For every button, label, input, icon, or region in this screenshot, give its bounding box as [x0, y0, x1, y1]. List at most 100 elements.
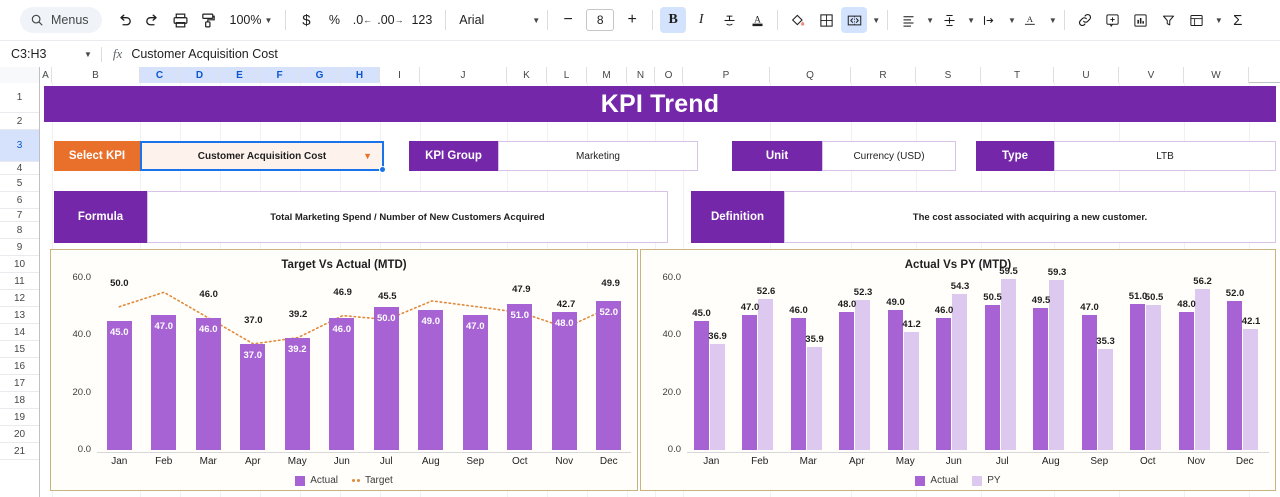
row-header-7[interactable]: 7 — [0, 209, 39, 222]
row-header-17[interactable]: 17 — [0, 375, 39, 392]
zoom-control[interactable]: 100% ▼ — [224, 7, 279, 33]
font-size-input[interactable]: 8 — [586, 9, 615, 31]
legend-item-actual[interactable]: Actual — [915, 475, 958, 486]
strikethrough-icon[interactable] — [716, 7, 742, 33]
bold-button[interactable]: B — [660, 7, 687, 33]
comment-icon[interactable] — [1100, 7, 1126, 33]
row-header-11[interactable]: 11 — [0, 273, 39, 290]
increase-font-size-button[interactable]: + — [627, 11, 637, 28]
column-header-d[interactable]: D — [180, 67, 220, 83]
row-header-19[interactable]: 19 — [0, 409, 39, 426]
select-kpi-dropdown[interactable]: Customer Acquisition Cost ▼ — [140, 141, 386, 173]
row-header-1[interactable]: 1 — [0, 83, 39, 113]
chevron-down-icon[interactable]: ▼ — [926, 15, 935, 25]
column-header-v[interactable]: V — [1119, 67, 1184, 83]
chevron-down-icon[interactable]: ▼ — [872, 15, 881, 25]
chevron-down-icon[interactable]: ▼ — [967, 15, 975, 25]
selection-handle[interactable] — [379, 166, 386, 173]
column-header-n[interactable]: N — [627, 67, 655, 83]
column-header-s[interactable]: S — [916, 67, 981, 83]
number-format-button[interactable]: 123 — [411, 13, 433, 27]
menus-button[interactable]: Menus — [20, 7, 102, 33]
italic-button[interactable]: I — [698, 12, 704, 27]
bar-data-label: 56.2 — [1193, 275, 1212, 287]
column-header-l[interactable]: L — [547, 67, 587, 83]
fill-color-icon[interactable] — [785, 7, 811, 33]
column-header-j[interactable]: J — [420, 67, 507, 83]
functions-icon[interactable] — [1184, 7, 1210, 33]
vertical-align-icon[interactable] — [936, 7, 962, 33]
legend-item-actual[interactable]: Actual — [295, 475, 338, 486]
column-header-m[interactable]: M — [587, 67, 627, 83]
row-header-15[interactable]: 15 — [0, 341, 39, 358]
text-wrap-icon[interactable] — [977, 7, 1003, 33]
column-header-u[interactable]: U — [1054, 67, 1119, 83]
column-header-e[interactable]: E — [220, 67, 260, 83]
decrease-decimal-button[interactable]: .0 ← — [352, 13, 373, 27]
chevron-down-icon[interactable]: ▼ — [532, 15, 541, 25]
legend-item-py[interactable]: PY — [972, 475, 1001, 486]
insert-chart-icon[interactable] — [1128, 7, 1154, 33]
column-header-b[interactable]: B — [52, 67, 140, 83]
redo-icon[interactable] — [140, 7, 166, 33]
row-header-8[interactable]: 8 — [0, 222, 39, 239]
column-header-i[interactable]: I — [380, 67, 420, 83]
percent-format-button[interactable]: % — [328, 13, 340, 27]
column-header-h[interactable]: H — [340, 67, 380, 83]
column-header-a[interactable]: A — [40, 67, 52, 83]
chevron-down-icon[interactable]: ▼ — [363, 151, 372, 161]
select-all-corner[interactable] — [0, 67, 40, 83]
row-header-21[interactable]: 21 — [0, 443, 39, 460]
chart-actual-vs-py[interactable]: Actual Vs PY (MTD) 60.0 40.0 20.0 0.0 45.0 3… — [640, 249, 1276, 491]
increase-decimal-button[interactable]: .00 → — [377, 13, 404, 27]
sheet-canvas[interactable]: KPI Trend Select KPI Customer Acquisitio… — [40, 83, 1280, 497]
row-header-3[interactable]: 3 — [0, 130, 39, 162]
chart-legend-right[interactable]: Actual PY — [641, 475, 1275, 486]
row-header-20[interactable]: 20 — [0, 426, 39, 443]
name-box[interactable]: C3:H3 — [11, 47, 47, 61]
currency-format-button[interactable]: $ — [302, 11, 311, 29]
row-header-10[interactable]: 10 — [0, 256, 39, 273]
sum-button[interactable]: Σ — [1233, 11, 1243, 29]
text-color-button[interactable]: A — [744, 7, 770, 33]
merge-cells-icon[interactable] — [841, 7, 868, 33]
column-header-w[interactable]: W — [1184, 67, 1249, 83]
filter-icon[interactable] — [1156, 7, 1182, 33]
row-header-12[interactable]: 12 — [0, 290, 39, 307]
link-icon[interactable] — [1072, 7, 1098, 33]
legend-item-target[interactable]: Target — [352, 475, 393, 486]
row-header-18[interactable]: 18 — [0, 392, 39, 409]
font-name-select[interactable]: Arial — [459, 13, 485, 27]
chevron-down-icon[interactable]: ▼ — [1214, 15, 1223, 25]
column-header-q[interactable]: Q — [770, 67, 851, 83]
column-header-t[interactable]: T — [981, 67, 1054, 83]
row-header-5[interactable]: 5 — [0, 175, 39, 192]
column-header-r[interactable]: R — [851, 67, 916, 83]
chevron-down-icon[interactable]: ▼ — [1048, 15, 1057, 25]
chevron-down-icon[interactable]: ▼ — [1007, 15, 1016, 25]
paint-format-icon[interactable] — [196, 7, 222, 33]
text-rotation-icon[interactable]: A — [1018, 7, 1044, 33]
column-header-o[interactable]: O — [655, 67, 683, 83]
formula-input[interactable]: Customer Acquisition Cost — [131, 47, 278, 61]
chevron-down-icon[interactable]: ▼ — [84, 49, 92, 59]
row-header-9[interactable]: 9 — [0, 239, 39, 256]
chart-target-vs-actual[interactable]: Target Vs Actual (MTD) 60.0 40.0 20.0 0.0 4… — [50, 249, 638, 491]
decrease-font-size-button[interactable]: − — [563, 11, 573, 28]
undo-icon[interactable] — [112, 7, 138, 33]
row-header-16[interactable]: 16 — [0, 358, 39, 375]
column-header-k[interactable]: K — [507, 67, 547, 83]
column-header-f[interactable]: F — [260, 67, 300, 83]
row-header-2[interactable]: 2 — [0, 113, 39, 130]
borders-icon[interactable] — [813, 7, 839, 33]
column-header-c[interactable]: C — [140, 67, 180, 83]
chart-legend-left[interactable]: Actual Target — [51, 475, 637, 486]
row-header-4[interactable]: 4 — [0, 162, 39, 175]
row-header-6[interactable]: 6 — [0, 192, 39, 209]
column-header-p[interactable]: P — [683, 67, 770, 83]
column-header-g[interactable]: G — [300, 67, 340, 83]
print-icon[interactable] — [168, 7, 194, 33]
row-header-13[interactable]: 13 — [0, 307, 39, 324]
row-header-14[interactable]: 14 — [0, 324, 39, 341]
horizontal-align-icon[interactable] — [895, 7, 921, 33]
